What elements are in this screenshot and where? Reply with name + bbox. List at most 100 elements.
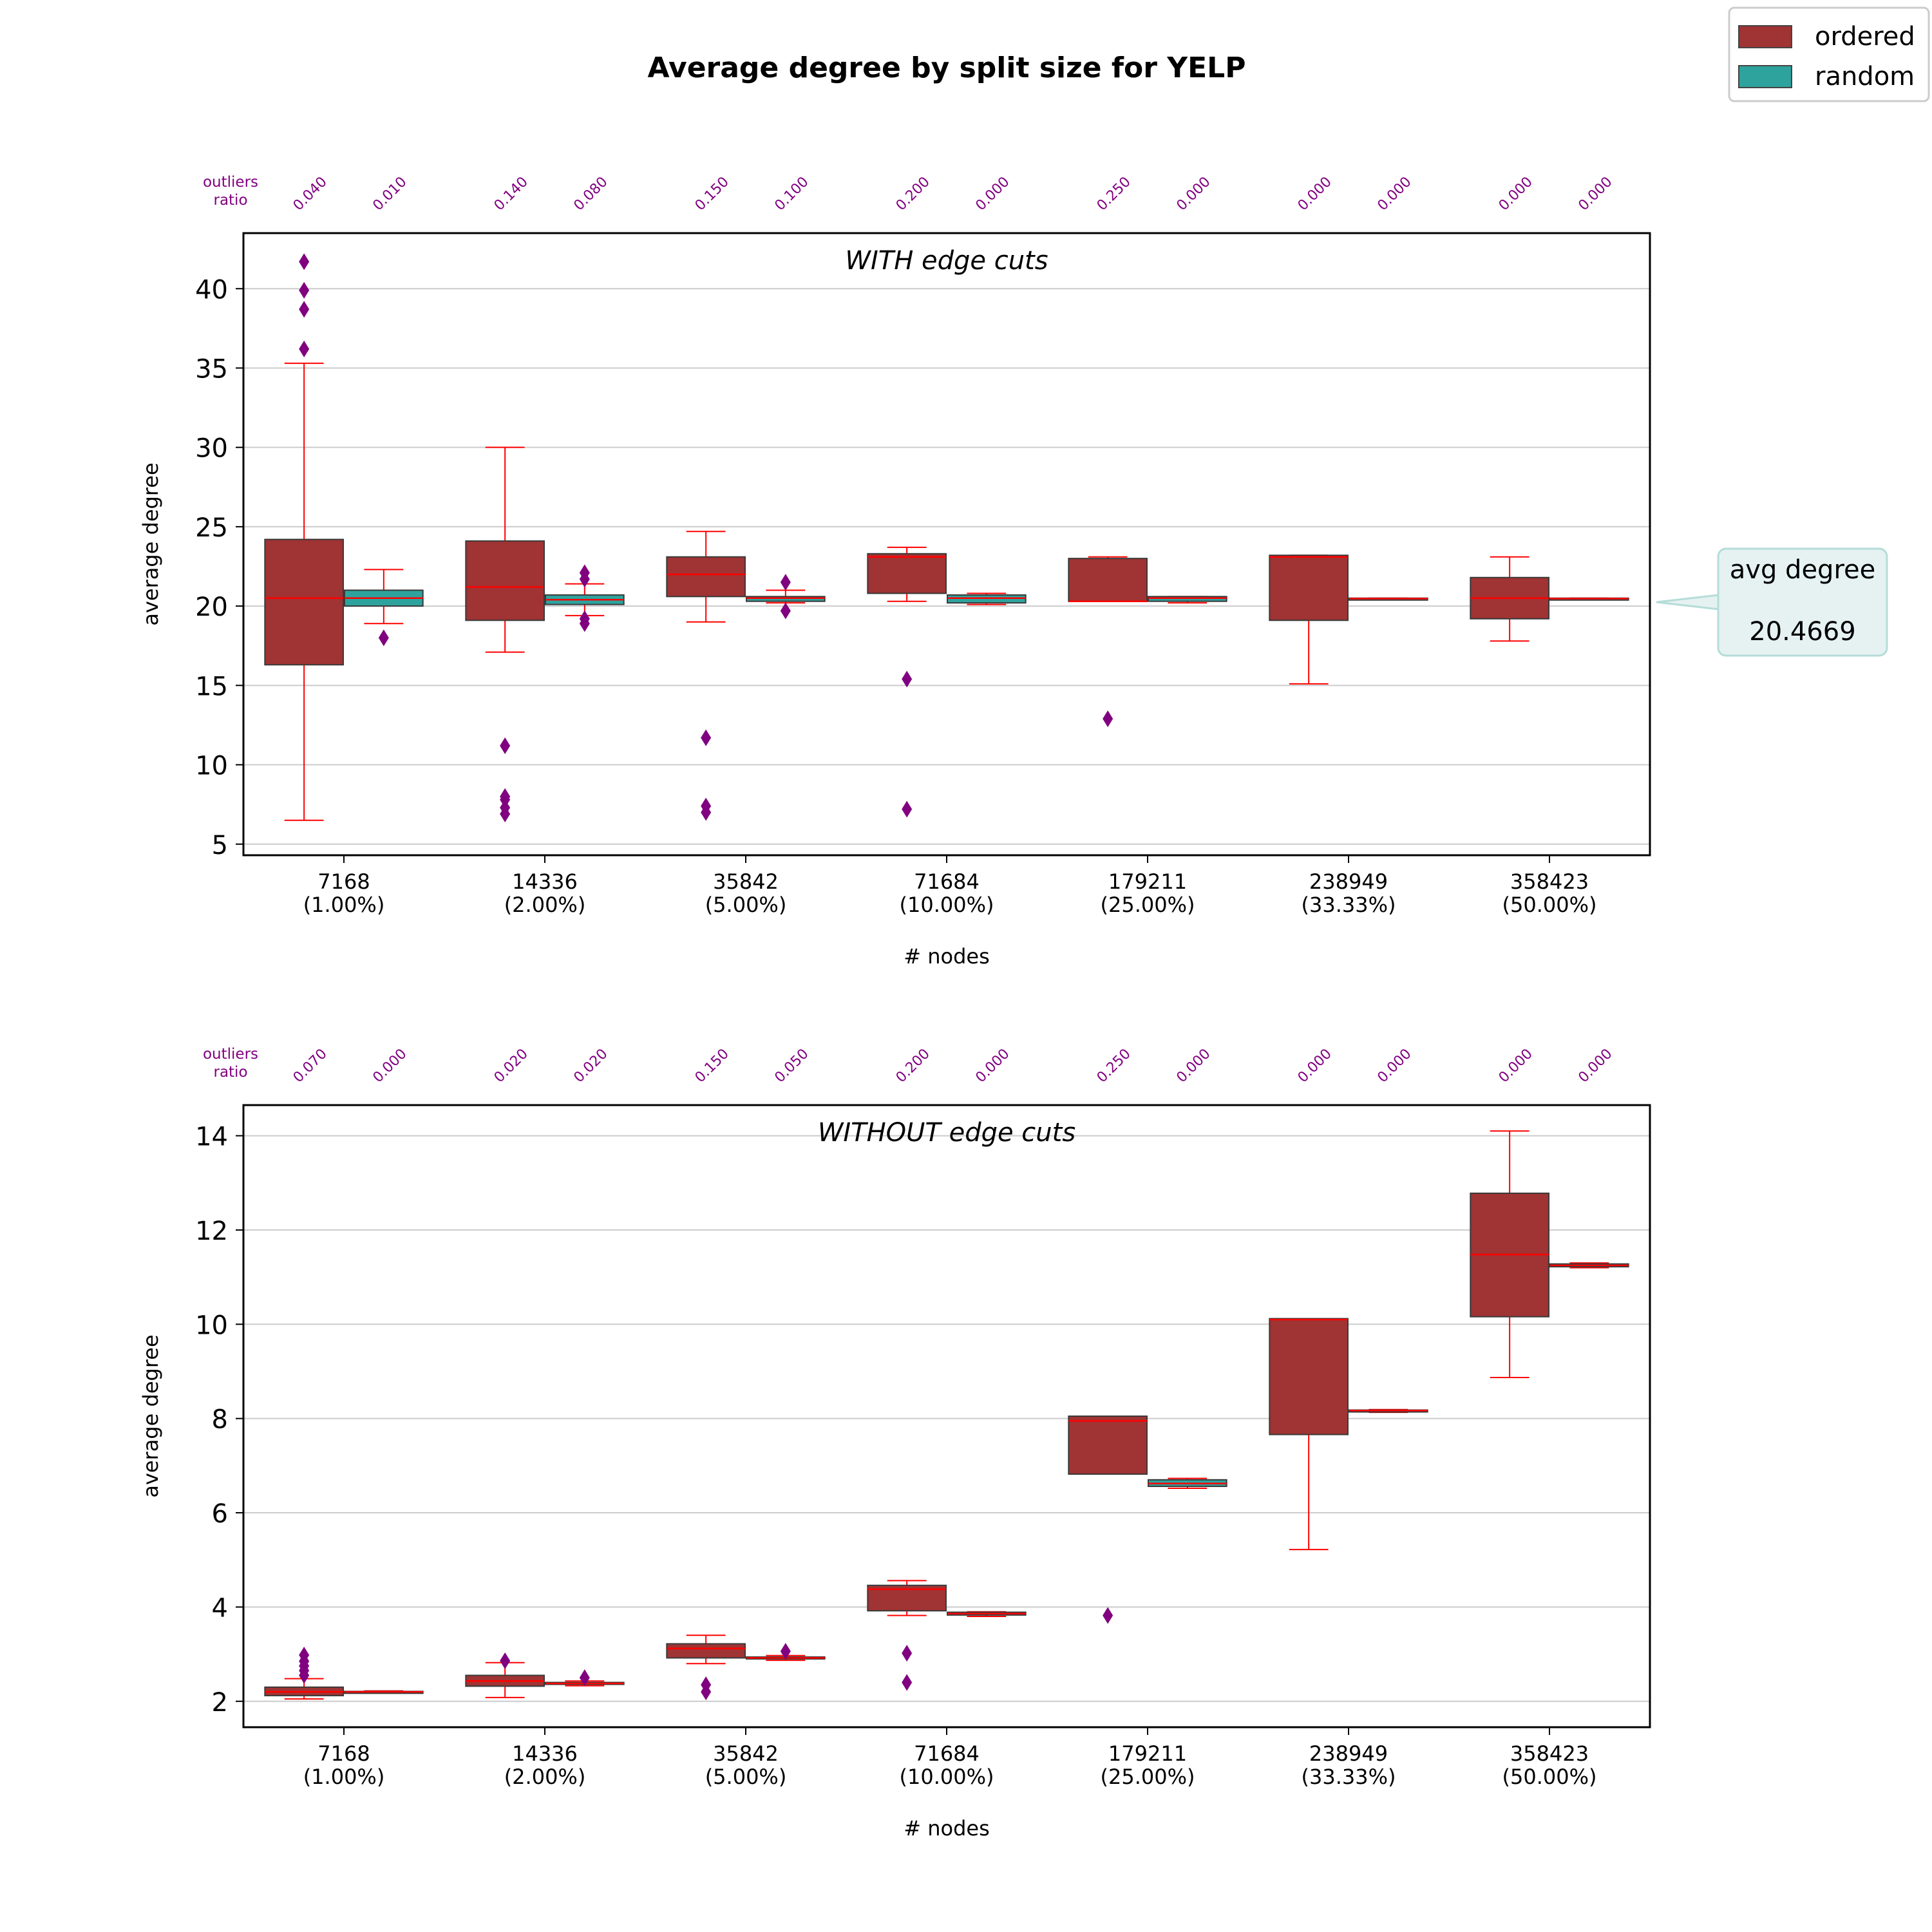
outliers-ratio-title: outliers xyxy=(203,174,258,191)
outlier-point xyxy=(780,1643,791,1660)
x-tick-label: 14336 xyxy=(512,869,578,894)
outliers-ratio-value: 0.070 xyxy=(290,1046,330,1086)
outlier-point xyxy=(902,800,913,818)
outlier-point xyxy=(299,281,310,299)
x-tick-sublabel: (50.00%) xyxy=(1502,1765,1597,1789)
x-tick-label: 7168 xyxy=(317,869,370,894)
outliers-ratio-value: 0.000 xyxy=(1374,174,1414,214)
legend-swatch-random xyxy=(1738,65,1792,88)
y-tick-label: 15 xyxy=(195,672,228,701)
plot-frame xyxy=(242,232,1651,857)
outliers-ratio-value: 0.000 xyxy=(1173,174,1213,214)
x-tick-label: 179211 xyxy=(1108,869,1187,894)
x-tick-sublabel: (10.00%) xyxy=(900,1765,994,1789)
outlier-point xyxy=(902,670,913,688)
outliers-ratio-value: 0.140 xyxy=(491,174,531,214)
legend-label-ordered: ordered xyxy=(1815,22,1915,52)
panel-subtitle: WITHOUT edge cuts xyxy=(818,1118,1075,1148)
x-tick-sublabel: (5.00%) xyxy=(705,1765,787,1789)
outliers-ratio-value: 0.000 xyxy=(1173,1046,1213,1086)
outlier-point xyxy=(780,602,791,620)
panel-subtitle: WITH edge cuts xyxy=(845,246,1048,276)
outlier-point xyxy=(299,301,310,318)
callout-label: avg degree xyxy=(1730,555,1875,585)
y-tick-label: 25 xyxy=(195,513,228,543)
outliers-ratio-title: ratio xyxy=(213,1064,247,1081)
panel-without-edge-cuts: 24681012147168(1.00%)14336(2.00%)35842(5… xyxy=(138,1046,1651,1841)
outlier-point xyxy=(701,1676,712,1694)
y-tick-label: 35 xyxy=(195,354,228,384)
outliers-ratio-value: 0.200 xyxy=(893,174,933,214)
outliers-ratio-title: outliers xyxy=(203,1046,258,1063)
outlier-point xyxy=(780,574,791,591)
callout-value: 20.4669 xyxy=(1749,617,1855,647)
y-tick-label: 8 xyxy=(212,1405,228,1435)
x-tick-label: 238949 xyxy=(1309,869,1388,894)
y-tick-label: 6 xyxy=(212,1499,228,1529)
outlier-point xyxy=(299,340,310,357)
x-tick-sublabel: (2.00%) xyxy=(504,1765,586,1789)
outliers-ratio-value: 0.250 xyxy=(1094,174,1134,214)
x-tick-sublabel: (33.33%) xyxy=(1302,893,1396,917)
x-tick-label: 358423 xyxy=(1510,1741,1589,1766)
callout-box xyxy=(1717,547,1888,657)
outlier-point xyxy=(579,564,590,582)
x-tick-sublabel: (33.33%) xyxy=(1302,1765,1396,1789)
y-tick-label: 10 xyxy=(195,752,228,781)
x-tick-label: 14336 xyxy=(512,1741,578,1766)
outliers-ratio-value: 0.000 xyxy=(370,1046,410,1086)
x-tick-label: 7168 xyxy=(317,1741,370,1766)
x-axis-label: # nodes xyxy=(904,944,990,969)
outliers-ratio-value: 0.020 xyxy=(491,1046,531,1086)
outlier-point xyxy=(579,1669,590,1687)
y-tick-label: 40 xyxy=(195,275,228,305)
callout-pointer xyxy=(1656,594,1719,611)
outliers-ratio-value: 0.100 xyxy=(772,174,811,214)
x-tick-sublabel: (25.00%) xyxy=(1101,893,1195,917)
outlier-point xyxy=(579,610,590,627)
x-tick-label: 35842 xyxy=(713,869,779,894)
x-tick-label: 358423 xyxy=(1510,869,1589,894)
outliers-ratio-value: 0.000 xyxy=(1496,1046,1536,1086)
outlier-point xyxy=(299,253,310,270)
x-tick-sublabel: (50.00%) xyxy=(1502,893,1597,917)
outliers-ratio-value: 0.150 xyxy=(692,174,732,214)
y-tick-label: 10 xyxy=(195,1311,228,1340)
outlier-point xyxy=(701,797,712,815)
plot-frame xyxy=(242,1104,1651,1728)
box-ordered xyxy=(1269,1318,1349,1435)
y-tick-label: 14 xyxy=(195,1122,228,1152)
outliers-ratio-value: 0.020 xyxy=(571,1046,611,1086)
outliers-ratio-value: 0.250 xyxy=(1094,1046,1134,1086)
x-tick-sublabel: (10.00%) xyxy=(900,893,994,917)
outliers-ratio-value: 0.200 xyxy=(893,1046,933,1086)
outlier-point xyxy=(1103,710,1113,728)
x-tick-label: 71684 xyxy=(914,869,980,894)
chart-title: Average degree by split size for YELP xyxy=(648,52,1246,84)
y-tick-label: 20 xyxy=(195,592,228,622)
outliers-ratio-value: 0.000 xyxy=(1374,1046,1414,1086)
box-ordered xyxy=(465,540,545,621)
outliers-ratio-value: 0.000 xyxy=(972,1046,1012,1086)
box-ordered xyxy=(666,1643,746,1659)
x-tick-sublabel: (1.00%) xyxy=(303,893,385,917)
outliers-ratio-value: 0.000 xyxy=(1575,1046,1615,1086)
legend-swatch-ordered xyxy=(1738,25,1792,48)
outlier-point xyxy=(1103,1607,1113,1624)
box-ordered xyxy=(867,553,947,594)
y-tick-label: 2 xyxy=(212,1688,228,1718)
legend-label-random: random xyxy=(1815,62,1915,91)
outlier-point xyxy=(500,788,511,805)
outlier-point xyxy=(701,729,712,746)
y-tick-label: 4 xyxy=(212,1593,228,1623)
outliers-ratio-value: 0.000 xyxy=(1295,174,1335,214)
box-ordered xyxy=(264,538,345,666)
outliers-ratio-value: 0.000 xyxy=(972,174,1012,214)
outliers-ratio-value: 0.000 xyxy=(1295,1046,1335,1086)
outliers-ratio-value: 0.150 xyxy=(692,1046,732,1086)
x-tick-label: 238949 xyxy=(1309,1741,1388,1766)
box-ordered xyxy=(1269,554,1349,621)
avg-degree-callout: avg degree 20.4669 xyxy=(1656,547,1888,657)
outliers-ratio-value: 0.040 xyxy=(290,174,330,214)
